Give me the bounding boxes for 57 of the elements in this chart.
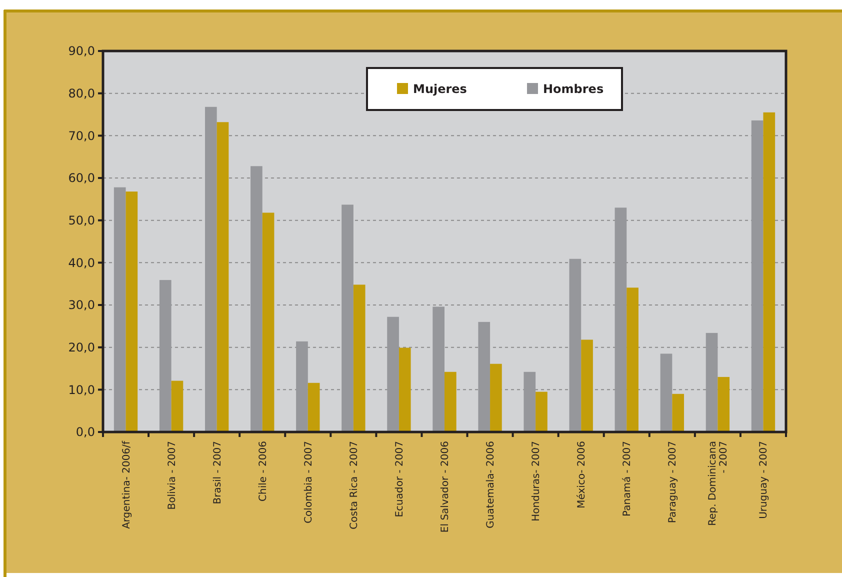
x-tick-label: Paraguay - 2007: [668, 441, 679, 524]
bar: [387, 316, 399, 432]
bar: [569, 258, 582, 432]
legend-label: Hombres: [543, 82, 604, 96]
y-tick-label: 60,0: [68, 171, 95, 186]
bar: [626, 288, 638, 432]
x-tick-label: Uruguay - 2007: [758, 441, 770, 519]
x-tick-label: Colombia - 2007: [303, 441, 314, 524]
x-tick-label: Rep. Dominicana - 2007: [708, 441, 730, 526]
bar: [353, 284, 366, 432]
y-tick-label: 80,0: [68, 86, 95, 101]
y-tick-label: 30,0: [68, 298, 95, 312]
bar: [536, 392, 548, 432]
x-tick-label: Costa Rica - 2007: [348, 441, 360, 530]
y-tick-label: 50,0: [68, 214, 95, 228]
bar: [171, 380, 184, 432]
bar: [159, 280, 172, 432]
bar: [660, 354, 672, 432]
bar: [751, 120, 764, 432]
y-tick-label: 40,0: [68, 256, 95, 270]
bar: [478, 322, 490, 432]
bar: [706, 332, 718, 432]
bar: [398, 348, 411, 432]
x-tick-label: Ecuador - 2007: [394, 441, 406, 518]
bar: [216, 122, 229, 432]
bar: [308, 382, 320, 432]
bar: [490, 364, 502, 432]
x-tick-label: Brasil - 2007: [212, 441, 224, 504]
bar: [444, 372, 456, 432]
bar: [763, 112, 776, 432]
bar: [672, 394, 684, 432]
x-tick-label: Argentina- 2006/f: [121, 440, 132, 529]
bar: [718, 376, 730, 432]
x-tick-label: El Salvador - 2006: [440, 441, 451, 533]
bar: [581, 340, 593, 432]
y-tick-label: 20,0: [68, 340, 95, 355]
bar: [114, 187, 126, 432]
y-tick-label: 10,0: [68, 382, 95, 397]
x-tick-label: Bolivia - 2007: [166, 441, 178, 510]
x-tick-label: Panamá - 2007: [622, 441, 634, 516]
x-tick-label: Chile - 2006: [258, 441, 269, 502]
x-tick-label: México- 2006: [576, 441, 588, 508]
y-tick-label: 90,0: [68, 44, 95, 58]
y-tick-label: 0,0: [76, 425, 95, 440]
bar: [126, 192, 138, 432]
bar: [262, 212, 274, 432]
bar: [614, 208, 627, 432]
x-tick-label: Honduras- 2007: [531, 441, 542, 522]
bar: [432, 306, 444, 432]
bar: [250, 166, 262, 432]
y-tick-label: 70,0: [68, 128, 95, 143]
x-tick-label: Guatemala- 2006: [486, 441, 497, 528]
bar: [524, 372, 536, 432]
legend-label: Mujeres: [413, 82, 467, 96]
bar: [296, 341, 308, 432]
bar: [342, 204, 354, 432]
bar: [204, 106, 217, 432]
